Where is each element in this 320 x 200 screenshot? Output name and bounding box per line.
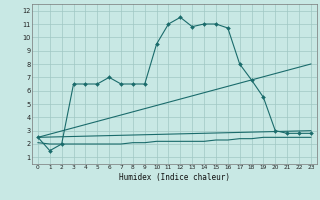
X-axis label: Humidex (Indice chaleur): Humidex (Indice chaleur) bbox=[119, 173, 230, 182]
